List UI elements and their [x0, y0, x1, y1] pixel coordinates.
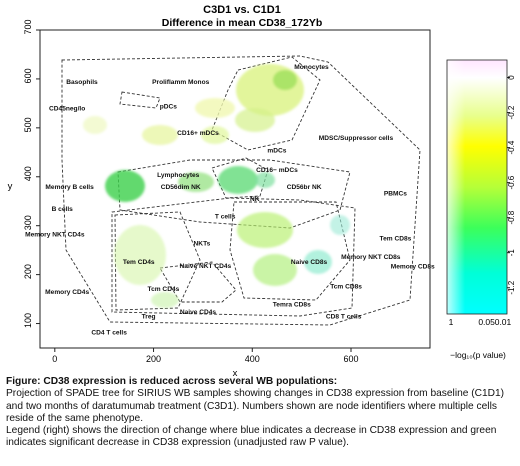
hull-cd8 [229, 201, 351, 301]
node-cluster-cd4 [114, 225, 166, 285]
node-cluster-monocytes-core [273, 70, 297, 90]
population-label-22: Naive NKT CD4s [180, 263, 232, 270]
population-label-20: Memory NKT CD8s [341, 254, 401, 261]
node-cluster-naive-cd8 [237, 212, 293, 248]
x-tick-label-3: 600 [343, 354, 358, 364]
node-cluster-treg [151, 292, 179, 308]
node-cluster-mdcs [201, 126, 229, 144]
colorbar-tick-label-3: -0.6 [507, 175, 516, 189]
y-tick-label-5: 600 [23, 68, 33, 83]
node-cluster-cd56dim [178, 172, 214, 192]
x-tick-label-1: 200 [146, 354, 161, 364]
figure-caption: Figure: CD38 expression is reduced acros… [6, 376, 514, 450]
population-label-28: Naive CD4s [180, 309, 217, 316]
population-label-11: CD56dim NK [161, 184, 201, 191]
population-label-14: PBMCs [384, 190, 407, 197]
y-tick-label-2: 300 [23, 215, 33, 230]
colorbar-frame [446, 59, 508, 315]
hull-basophils [119, 91, 161, 109]
hull-nk [211, 157, 269, 199]
population-label-30: Treg [142, 314, 156, 321]
node-cluster-tcm-cd8 [304, 250, 332, 274]
caption-text-2: Legend (right) shows the direction of ch… [6, 425, 497, 449]
population-label-26: Memory CD4s [45, 289, 89, 296]
colorbar-tick-label-0: 0 [507, 75, 516, 80]
colorbar-tick-label-4: -0.8 [507, 210, 516, 224]
population-label-21: Tem CD4s [123, 259, 155, 266]
population-label-13: NK [250, 196, 260, 203]
population-label-9: Lymphocytes [157, 172, 200, 179]
y-tick-label-6: 700 [23, 19, 33, 34]
population-label-31: CD8 T cells [326, 314, 362, 321]
node-cluster-memory-cd8 [330, 215, 350, 235]
y-tick-label-0: 100 [23, 313, 33, 328]
hull-monocytes [211, 56, 321, 151]
population-label-24: Memory CD8s [391, 264, 435, 271]
population-labels: Monocytes Basophils Proliflamm Monos CD45ne… [25, 64, 435, 336]
population-label-12: CD56br NK [287, 184, 322, 191]
colorbar-tick-label-2: -0.4 [507, 140, 516, 154]
hull-pbmcs [61, 55, 421, 326]
colorbar-tick-label-5: -1 [507, 249, 516, 257]
node-cluster-cd56br [255, 172, 275, 188]
chart-subtitle: Difference in mean CD38_172Yb [162, 17, 322, 29]
population-hulls [61, 55, 421, 326]
caption-text-1: Projection of SPADE tree for SIRIUS WB s… [6, 388, 505, 424]
x-axis-label: x [233, 368, 238, 379]
x-tick-label-0: 0 [52, 354, 57, 364]
node-cluster-monocytes [236, 64, 304, 116]
caption-title: Figure: CD38 expression is reduced acros… [6, 376, 338, 387]
node-cluster-mdsc [235, 108, 275, 132]
hull-t-cells [111, 197, 356, 317]
y-tick-label-1: 200 [23, 264, 33, 279]
population-label-19: NKTs [194, 240, 211, 247]
node-cluster-cd45neg [83, 116, 107, 134]
population-label-17: Memory NKT CD4s [25, 231, 85, 238]
population-label-2: Proliflamm Monos [152, 79, 209, 86]
population-label-29: Temra CD8s [273, 301, 311, 308]
chart-title: C3D1 vs. C1D1 [203, 4, 281, 16]
population-label-6: MDSC/Suppressor cells [319, 135, 394, 142]
y-tick-label-3: 400 [23, 166, 33, 181]
spade-nodes [83, 64, 350, 308]
colorbar-tick-label-6: -1.2 [507, 280, 516, 294]
population-label-25: Tcm CD4s [148, 286, 180, 293]
node-cluster-temra [253, 254, 297, 286]
population-label-4: pDCs [160, 103, 178, 110]
population-label-3: CD45neg/lo [49, 106, 85, 113]
y-tick-label-4: 500 [23, 117, 33, 132]
node-cluster-proliflamm [195, 98, 235, 118]
hull-lymphocytes [117, 159, 351, 229]
node-cluster-b-cells [105, 170, 145, 202]
plot-area [39, 29, 431, 349]
population-label-16: T cells [215, 213, 236, 220]
colorbar-x-tick-label-0: 1 [449, 317, 454, 327]
colorbar-x-tick-label-1: 0.05 [478, 317, 495, 327]
population-label-0: Monocytes [294, 64, 329, 71]
node-cluster-cd16-mdcs [142, 125, 178, 145]
colorbar-axis: 0 -0.2 -0.4 -0.6 -0.8 -1 -1.2 1 0.05 0.01 [449, 75, 516, 327]
hull-cd4 [114, 211, 201, 311]
population-label-10: Memory B cells [45, 184, 94, 191]
population-label-27: Tcm CD8s [330, 283, 362, 290]
population-label-18: Tem CD8s [380, 235, 412, 242]
axes: 0 200 400 600 100 200 300 400 500 600 700 x y [8, 19, 359, 379]
x-tick-label-2: 400 [245, 354, 260, 364]
colorbar-tick-label-1: -0.2 [507, 105, 516, 119]
population-label-8: CD16− mDCs [256, 167, 298, 174]
population-label-5: CD16+ mDCs [177, 130, 219, 137]
colorbar-fade [447, 60, 465, 314]
population-label-1: Basophils [66, 79, 98, 86]
population-label-7: mDCs [267, 147, 286, 154]
population-label-15: B cells [52, 206, 74, 213]
colorbar-x-tick-label-2: 0.01 [495, 317, 512, 327]
population-label-23: Naive CD8s [291, 259, 328, 266]
node-cluster-nk [218, 166, 258, 194]
population-label-32: CD4 T cells [91, 329, 127, 336]
colorbar-xlabel: −log₁₀(p value) [450, 350, 506, 360]
y-axis-label: y [8, 181, 13, 192]
